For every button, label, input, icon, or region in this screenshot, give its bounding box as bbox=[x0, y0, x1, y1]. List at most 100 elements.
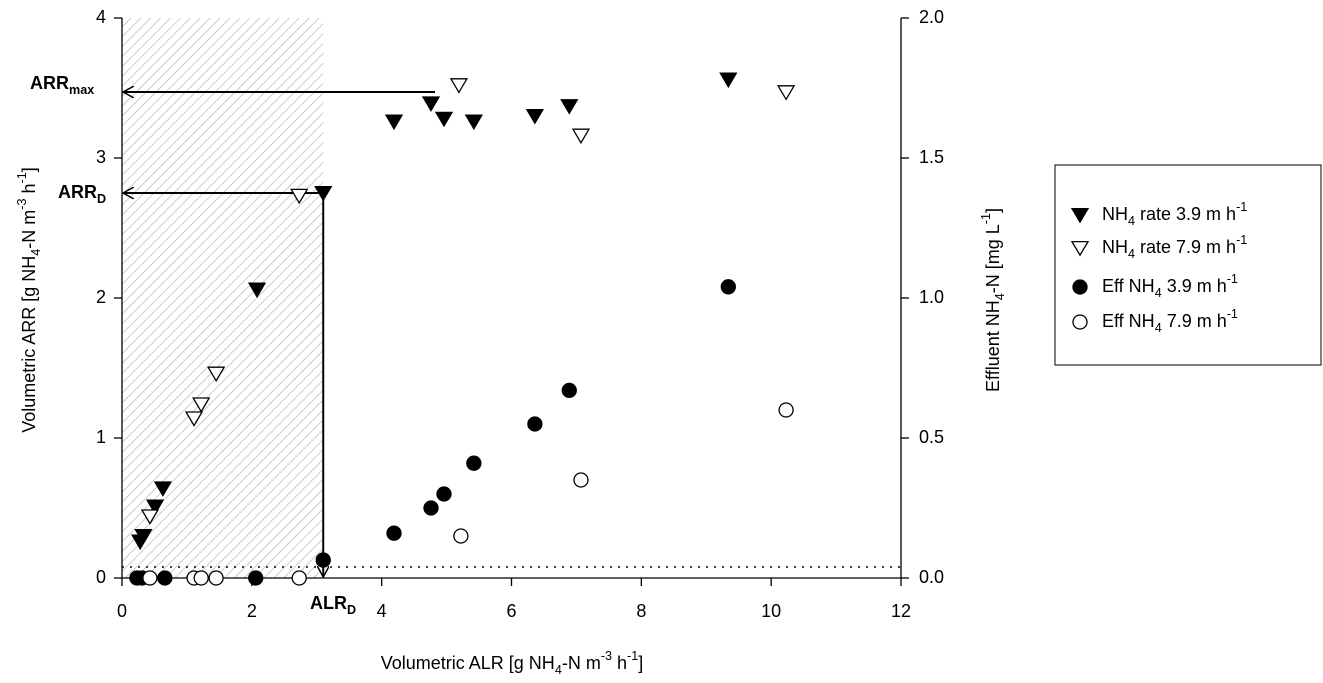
x-axis-label-part: -N m bbox=[562, 653, 601, 673]
legend-label-part: 4 bbox=[1155, 286, 1162, 300]
point bbox=[436, 486, 452, 502]
y-tick-label: 2 bbox=[96, 287, 106, 307]
y-axis-label-part: h bbox=[19, 183, 39, 198]
point bbox=[140, 509, 160, 525]
point bbox=[776, 85, 796, 101]
point bbox=[145, 499, 165, 516]
x-tick-label: 0 bbox=[117, 601, 127, 621]
x-tick-label: 8 bbox=[636, 601, 646, 621]
y2-tick-label: 0.0 bbox=[919, 567, 944, 587]
point bbox=[208, 570, 224, 586]
legend-label: NH4 rate 3.9 m h-1 bbox=[1102, 200, 1247, 228]
alr-d-label: ALRD bbox=[310, 593, 356, 618]
point bbox=[720, 279, 736, 295]
x-axis-label-part: -3 bbox=[601, 649, 612, 663]
point bbox=[423, 500, 439, 516]
point bbox=[193, 570, 209, 586]
y-axis-label-part: -1 bbox=[15, 172, 29, 183]
point bbox=[466, 455, 482, 471]
y-axis-label: Volumetric ARR [g NH4-N m-3 h-1] bbox=[15, 167, 43, 433]
arr-max-label: ARRmax bbox=[30, 73, 94, 98]
legend-label-part: 3.9 m h bbox=[1162, 276, 1227, 296]
point bbox=[315, 552, 331, 568]
x-tick-label: 6 bbox=[506, 601, 516, 621]
legend-label-part: -1 bbox=[1227, 307, 1238, 321]
legend-label-part: -1 bbox=[1236, 200, 1247, 214]
x-tick-label: 10 bbox=[761, 601, 781, 621]
legend-marker bbox=[1070, 240, 1090, 257]
design-region bbox=[122, 18, 324, 578]
point bbox=[525, 108, 545, 125]
legend-label: Eff NH4 7.9 m h-1 bbox=[1102, 307, 1238, 335]
legend-label-part: -1 bbox=[1227, 272, 1238, 286]
y2-axis-label-part: 4 bbox=[993, 293, 1007, 300]
legend-label-part: -1 bbox=[1236, 233, 1247, 247]
x-tick-label: 12 bbox=[891, 601, 911, 621]
y2-tick-label: 0.5 bbox=[919, 427, 944, 447]
point bbox=[573, 472, 589, 488]
y-tick-label: 4 bbox=[96, 7, 106, 27]
point bbox=[384, 114, 404, 131]
y-axis-label-part: ] bbox=[19, 167, 39, 172]
arr-d-label-part: ARR bbox=[58, 182, 97, 202]
y-tick-label: 0 bbox=[96, 567, 106, 587]
legend-label-part: rate 7.9 m h bbox=[1135, 237, 1236, 257]
y-tick-label: 1 bbox=[96, 427, 106, 447]
legend-label: NH4 rate 7.9 m h-1 bbox=[1102, 233, 1247, 261]
x-axis-label-part: ] bbox=[638, 653, 643, 673]
legend-marker bbox=[1072, 279, 1088, 295]
point bbox=[453, 528, 469, 544]
y2-tick-label: 1.0 bbox=[919, 287, 944, 307]
legend-label-part: Eff NH bbox=[1102, 276, 1155, 296]
arr-max-label-part: ARR bbox=[30, 73, 69, 93]
x-axis-label-part: -1 bbox=[627, 649, 638, 663]
y-axis-label-part: -3 bbox=[15, 198, 29, 209]
point bbox=[184, 411, 204, 427]
legend-label-part: 4 bbox=[1128, 214, 1135, 228]
y2-tick-label: 2.0 bbox=[919, 7, 944, 27]
x-tick-label: 2 bbox=[247, 601, 257, 621]
arr-d-label: ARRD bbox=[58, 182, 106, 207]
alr-d-label-part: ALR bbox=[310, 593, 347, 613]
point bbox=[153, 481, 173, 497]
point bbox=[719, 72, 738, 89]
arr-max-label-part: max bbox=[69, 83, 94, 97]
x-axis-label-part: 4 bbox=[555, 663, 562, 677]
point bbox=[421, 96, 441, 112]
y-axis-label-part: -N m bbox=[19, 210, 39, 249]
y-axis-label-part: 4 bbox=[29, 249, 43, 256]
legend-marker bbox=[1070, 207, 1090, 224]
point bbox=[464, 114, 483, 131]
legend-label-part: 4 bbox=[1155, 321, 1162, 335]
legend-label: Eff NH4 3.9 m h-1 bbox=[1102, 272, 1238, 300]
legend-label-part: NH bbox=[1102, 237, 1128, 257]
y2-axis-label-part: -N [mg L bbox=[983, 224, 1003, 293]
legend-label-part: NH bbox=[1102, 204, 1128, 224]
point bbox=[778, 402, 794, 418]
point bbox=[248, 570, 264, 586]
point bbox=[134, 528, 153, 545]
point bbox=[561, 382, 577, 399]
x-axis-label: Volumetric ALR [g NH4-N m-3 h-1] bbox=[381, 649, 644, 677]
y2-axis-label-part: -1 bbox=[979, 213, 993, 224]
point bbox=[206, 366, 226, 383]
y2-axis-label-part: ] bbox=[983, 208, 1003, 213]
y-axis-label-part: Volumetric ARR [g NH bbox=[19, 256, 39, 433]
legend-box bbox=[1054, 164, 1322, 366]
point bbox=[142, 570, 158, 586]
x-axis-label-part: h bbox=[612, 653, 627, 673]
point bbox=[290, 188, 309, 205]
point bbox=[314, 185, 333, 202]
point bbox=[434, 111, 454, 128]
y2-axis-label: Effluent NH4-N [mg L-1] bbox=[979, 208, 1007, 392]
point bbox=[560, 99, 579, 115]
point bbox=[527, 416, 543, 432]
point bbox=[571, 128, 591, 145]
legend-label-part: Eff NH bbox=[1102, 311, 1155, 331]
y-tick-label: 3 bbox=[96, 147, 106, 167]
legend-label-part: rate 3.9 m h bbox=[1135, 204, 1236, 224]
point bbox=[449, 78, 469, 94]
point bbox=[157, 570, 173, 586]
y2-axis-label-part: Effluent NH bbox=[983, 300, 1003, 392]
